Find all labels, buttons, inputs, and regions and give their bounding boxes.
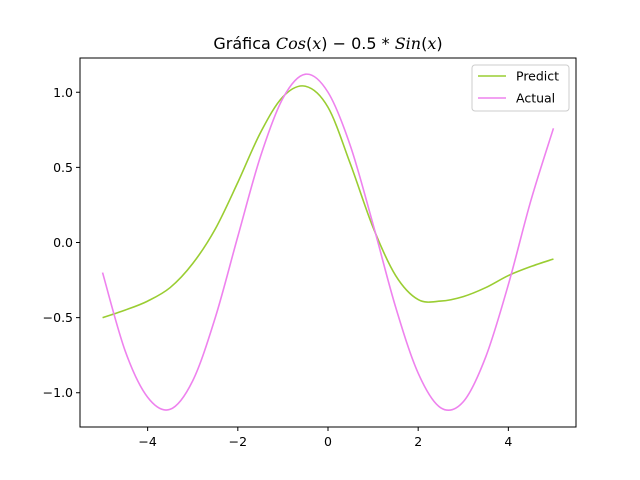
title-part: ) − 0.5 * bbox=[321, 34, 394, 53]
title-part: Gráfica bbox=[213, 34, 276, 53]
title-part: x bbox=[427, 34, 436, 53]
legend: Predict Actual bbox=[471, 64, 570, 112]
y-tick-label: −1.0 bbox=[43, 385, 73, 400]
x-tick-label: −4 bbox=[138, 434, 156, 449]
title-part: ( bbox=[306, 34, 312, 53]
chart-title: Gráfica Cos(x) − 0.5 * Sin(x) bbox=[213, 34, 442, 53]
x-tick-label: 0 bbox=[324, 434, 332, 449]
x-tick-label: −2 bbox=[229, 434, 247, 449]
x-tick-label: 2 bbox=[414, 434, 422, 449]
legend-label-actual: Actual bbox=[516, 91, 555, 106]
title-part: x bbox=[312, 34, 321, 53]
series-line-predict bbox=[102, 85, 554, 319]
series-line-actual bbox=[101, 73, 555, 412]
legend-label-predict: Predict bbox=[516, 69, 559, 84]
y-tick-label: −0.5 bbox=[43, 310, 73, 325]
series-lines bbox=[101, 73, 555, 412]
y-axis: −1.0 −0.5 0.0 0.5 1.0 bbox=[43, 85, 80, 400]
y-tick-label: 1.0 bbox=[53, 85, 73, 100]
title-part: Cos bbox=[276, 34, 306, 53]
y-tick-label: 0.5 bbox=[53, 160, 73, 175]
x-tick-label: 4 bbox=[504, 434, 512, 449]
title-part: Sin bbox=[395, 34, 421, 53]
x-axis: −4 −2 0 2 4 bbox=[138, 427, 512, 449]
title-part: ( bbox=[421, 34, 427, 53]
y-tick-label: 0.0 bbox=[53, 235, 73, 250]
plot-frame bbox=[79, 57, 577, 428]
title-part: ) bbox=[436, 34, 442, 53]
